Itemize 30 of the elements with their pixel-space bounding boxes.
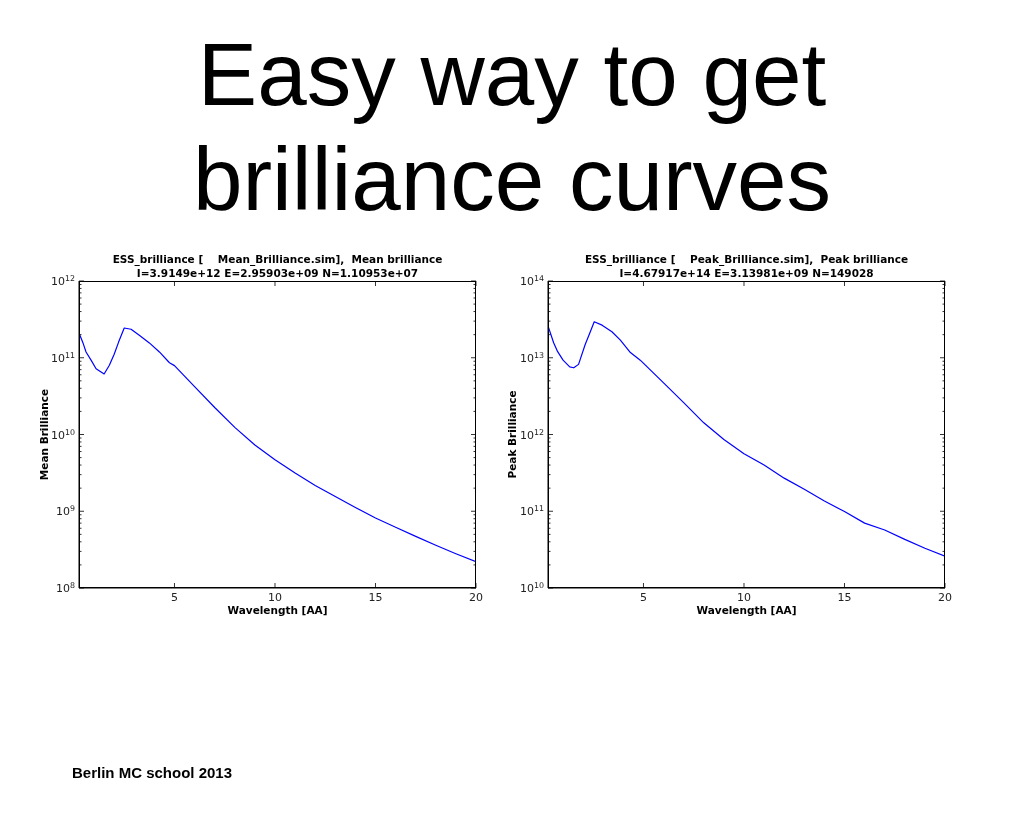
line-series [548,321,945,557]
y-tick-label: 10$^{11}$ [50,350,75,365]
text: Easy way to get brilliance curves [191,23,833,231]
line-series [79,327,476,563]
x-tick-label: 20 [469,591,483,604]
chart-subtitle: I=4.67917e+14 E=3.13981e+09 N=149028 [618,266,875,280]
x-axis-title: Wavelength [AA] [696,604,797,616]
y-tick-label: 10$^{8}$ [55,580,75,595]
y-tick-label: 10$^{10}$ [50,427,75,442]
y-tick-label: 10$^{11}$ [519,503,544,519]
chart-title: ESS_brilliance [ Mean_Brilliance.sim], Mean brilliance [111,252,444,266]
y-tick-label: 10$^{12}$ [519,427,544,442]
y-axis-title: Peak Brilliance [506,390,518,479]
x-axis-title: Wavelength [AA] [227,604,328,616]
y-tick-label: 10$^{14}$ [519,273,544,288]
y-tick-label: 10$^{12}$ [50,273,75,288]
x-tick-label: 5 [170,591,178,604]
y-axis-title: Mean Brilliance [38,388,50,481]
y-tick-label: 10$^{10}$ [519,580,544,595]
x-tick-label: 15 [368,591,383,604]
y-tick-label: 10$^{13}$ [519,350,544,365]
x-tick-label: 10 [267,591,282,604]
y-tick-label: 10$^{9}$ [55,503,75,519]
chart-subtitle: I=3.9149e+12 E=2.95903e+09 N=1.10953e+07 [135,266,420,280]
x-tick-label: 15 [837,591,852,604]
x-tick-label: 10 [736,591,751,604]
chart-title: ESS_brilliance [ Peak_Brilliance.sim], Peak brilliance [583,252,910,266]
x-tick-label: 5 [639,591,647,604]
text: Berlin MC school 2013 [72,764,233,782]
x-tick-label: 20 [938,591,952,604]
